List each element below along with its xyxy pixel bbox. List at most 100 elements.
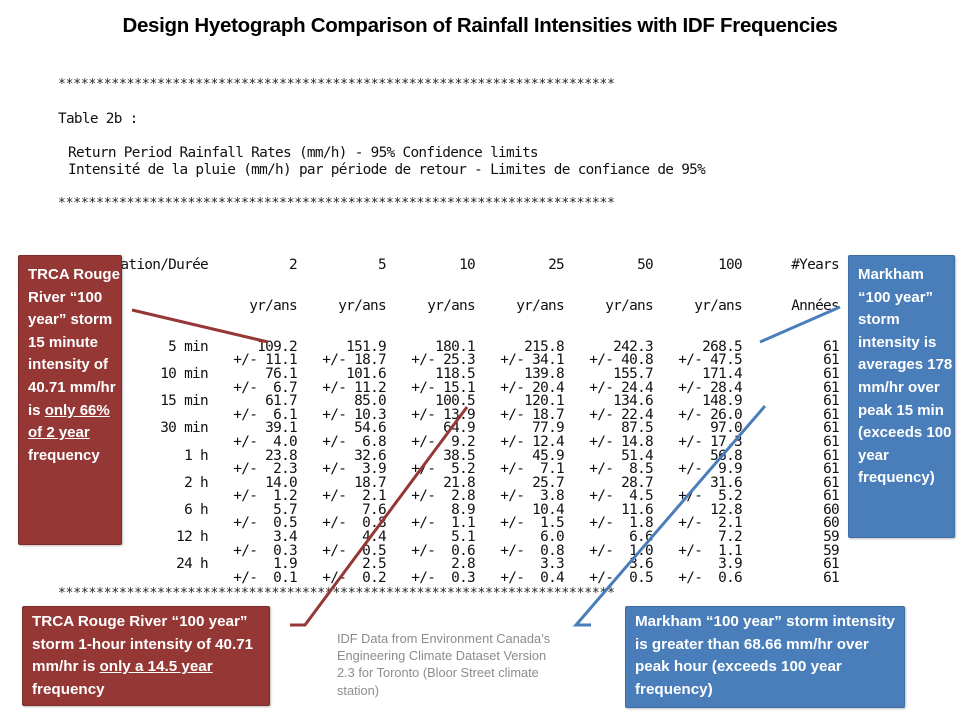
intensity-cell: 25.7 bbox=[532, 474, 565, 491]
duration-blank bbox=[58, 572, 208, 586]
header-units: yr/ans bbox=[605, 297, 653, 314]
callout-trca-1hour: TRCA Rouge River “100 year” storm 1-hour… bbox=[22, 606, 270, 706]
duration-cell: 1 h bbox=[184, 447, 209, 464]
intensity-cell: 268.5 bbox=[702, 338, 743, 355]
intensity-cell: 148.9 bbox=[702, 393, 743, 410]
separator-bottom: ****************************************… bbox=[58, 586, 615, 601]
idf-table: Duration/Durée 2 5 10 25 50 100 #Years y… bbox=[58, 232, 840, 599]
intensity-cell: 76.1 bbox=[265, 365, 298, 382]
table-label: Table 2b : bbox=[58, 111, 138, 127]
intensity-cell: 39.1 bbox=[265, 420, 298, 437]
duration-cell: 12 h bbox=[176, 529, 209, 546]
duration-cell: 15 min bbox=[160, 393, 208, 410]
confidence-cell: +/- 20.4 bbox=[500, 379, 564, 396]
confidence-cell: +/- 28.4 bbox=[678, 379, 742, 396]
confidence-cell: +/- 40.8 bbox=[589, 352, 653, 369]
table-subtitle-fr: Intensité de la pluie (mm/h) par période… bbox=[68, 162, 706, 178]
callout-text: frequency bbox=[28, 446, 100, 464]
intensity-cell: 101.6 bbox=[346, 365, 387, 382]
confidence-cell: +/- 11.2 bbox=[322, 379, 386, 396]
header-annees: Années bbox=[791, 297, 839, 314]
callout-markham-15min: Markham “100 year” storm intensity is av… bbox=[848, 255, 955, 538]
separator-top: ****************************************… bbox=[58, 77, 615, 92]
table-row: 15 min 61.7 85.0 100.5 120.1 134.6 148.9 61 bbox=[58, 393, 839, 410]
intensity-cell: 14.0 bbox=[265, 474, 298, 491]
years-cell: 61 bbox=[823, 474, 840, 491]
confidence-cell: +/- 0.2 bbox=[322, 569, 386, 586]
callout-markham-1hour: Markham “100 year” storm intensity is gr… bbox=[625, 606, 905, 708]
table-row: 10 min 76.1 101.6 118.5 139.8 155.7 171.4 61 bbox=[58, 365, 840, 382]
intensity-cell: 215.8 bbox=[524, 338, 565, 355]
confidence-cell: +/- 25.3 bbox=[411, 352, 475, 369]
confidence-cell: +/- 0.1 bbox=[233, 569, 297, 586]
confidence-cell: +/- 0.6 bbox=[678, 569, 742, 586]
intensity-cell: 155.7 bbox=[613, 365, 654, 382]
intensity-cell: 10.4 bbox=[532, 501, 565, 518]
confidence-cell: +/- 0.4 bbox=[500, 569, 564, 586]
header-50yr: 50 bbox=[637, 257, 654, 274]
years-cell: 60 bbox=[823, 501, 840, 518]
header-25yr: 25 bbox=[548, 257, 565, 274]
confidence-cell: +/- 15.1 bbox=[411, 379, 475, 396]
intensity-cell: 151.9 bbox=[346, 338, 387, 355]
confidence-cell: +/- 24.4 bbox=[589, 379, 653, 396]
table-row: 5 min 109.2 151.9 180.1 215.8 242.3 268.5 61 bbox=[58, 338, 840, 355]
confidence-cell: +/- 0.8 bbox=[500, 542, 564, 559]
years-cell: 61 bbox=[823, 406, 840, 423]
intensity-cell: 77.9 bbox=[532, 420, 565, 437]
header-years: #Years bbox=[791, 257, 839, 274]
intensity-cell: 61.7 bbox=[265, 393, 298, 410]
table-subtitle-en: Return Period Rainfall Rates (mm/h) - 95… bbox=[68, 145, 539, 161]
years-cell: 59 bbox=[823, 542, 840, 559]
years-cell: 61 bbox=[823, 433, 840, 450]
table-header-units-row: yr/ans yr/ans yr/ans yr/ans yr/ans yr/an… bbox=[58, 297, 839, 314]
confidence-cell: +/- 18.7 bbox=[500, 406, 564, 423]
intensity-cell: 180.1 bbox=[435, 338, 476, 355]
years-cell: 61 bbox=[823, 488, 840, 505]
source-note: IDF Data from Environment Canada’s Engin… bbox=[337, 631, 551, 698]
duration-cell: 2 h bbox=[184, 474, 209, 491]
confidence-cell: +/- 6.7 bbox=[233, 379, 297, 396]
header-duration: Duration/Durée bbox=[96, 257, 209, 274]
intensity-cell: 242.3 bbox=[613, 338, 654, 355]
table-row-confidence: +/- 0.1 +/- 0.2 +/- 0.3 +/- 0.4 +/- 0.5 +/- 0… bbox=[58, 569, 840, 586]
table-body: 5 min 109.2 151.9 180.1 215.8 242.3 268.5 61 +/-… bbox=[58, 338, 840, 586]
table-row-confidence: +/- 6.7 +/- 11.2 +/- 15.1 +/- 20.4 +/- 24.4 +… bbox=[58, 379, 840, 396]
callout-text: TRCA Rouge River “100 year” storm 1-hour… bbox=[32, 613, 254, 676]
intensity-cell: 171.4 bbox=[702, 365, 743, 382]
confidence-cell: +/- 18.7 bbox=[322, 352, 386, 369]
intensity-cell: 118.5 bbox=[435, 365, 476, 382]
confidence-cell: +/- 0.3 bbox=[411, 569, 475, 586]
intensity-cell: 134.6 bbox=[613, 393, 654, 410]
callout-text: frequency bbox=[32, 680, 105, 698]
years-cell: 61 bbox=[823, 352, 840, 369]
header-units: yr/ans bbox=[249, 297, 297, 314]
duration-cell: 10 min bbox=[160, 365, 208, 382]
years-cell: 61 bbox=[823, 569, 840, 586]
table-row-confidence: +/- 11.1 +/- 18.7 +/- 25.3 +/- 34.1 +/- 40.8… bbox=[58, 352, 840, 369]
intensity-cell: 85.0 bbox=[354, 393, 387, 410]
confidence-cell: +/- 0.5 bbox=[589, 569, 653, 586]
header-units: yr/ans bbox=[516, 297, 564, 314]
years-cell: 61 bbox=[823, 420, 840, 437]
table-header-row: Duration/Durée 2 5 10 25 50 100 #Years bbox=[58, 257, 840, 274]
header-10yr: 10 bbox=[459, 257, 476, 274]
duration-cell: 6 h bbox=[184, 501, 209, 518]
header-units: yr/ans bbox=[694, 297, 742, 314]
intensity-cell: 3.3 bbox=[540, 556, 565, 573]
intensity-cell: 139.8 bbox=[524, 365, 565, 382]
header-units: yr/ans bbox=[338, 297, 386, 314]
header-units: yr/ans bbox=[427, 297, 475, 314]
years-cell: 61 bbox=[823, 365, 840, 382]
confidence-cell: +/- 47.5 bbox=[678, 352, 742, 369]
header-2yr: 2 bbox=[289, 257, 298, 274]
years-cell: 60 bbox=[823, 515, 840, 532]
duration-cell: 24 h bbox=[176, 556, 209, 573]
confidence-cell: +/- 3.8 bbox=[500, 488, 564, 505]
years-cell: 61 bbox=[823, 379, 840, 396]
callout-trca-15min: TRCA Rouge River “100 year” storm 15 min… bbox=[18, 255, 122, 545]
callout-emphasis: only 66% of 2 year bbox=[28, 401, 110, 442]
separator-mid: ****************************************… bbox=[58, 196, 615, 211]
header-5yr: 5 bbox=[378, 257, 387, 274]
confidence-cell: +/- 34.1 bbox=[500, 352, 564, 369]
